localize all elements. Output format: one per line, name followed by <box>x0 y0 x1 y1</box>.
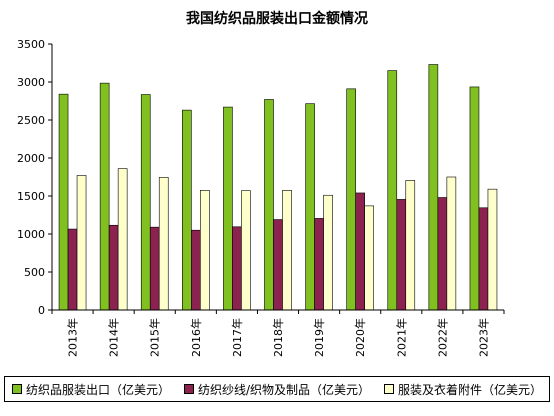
bar-series-3 <box>282 190 292 311</box>
bar-series-2 <box>191 229 201 311</box>
x-tick-label: 2015年 <box>148 318 162 357</box>
x-tick-label: 2022年 <box>435 318 449 357</box>
x-tick-label: 2018年 <box>271 318 285 357</box>
bar-series-1 <box>387 70 398 311</box>
bar-series-1 <box>469 86 480 311</box>
bar-series-1 <box>182 109 192 311</box>
bar-series-2 <box>314 218 324 311</box>
legend-item-series-2: 纺织纱线/织物及制品（亿美元） <box>183 381 371 398</box>
bar-series-1 <box>140 94 151 311</box>
x-tick-label: 2017年 <box>230 318 244 357</box>
bar-series-3 <box>487 188 498 311</box>
legend-swatch-series-1 <box>11 384 22 394</box>
legend: 纺织品服装出口（亿美元） 纺织纱线/织物及制品（亿美元） 服装及衣着附件（亿美元… <box>4 376 550 402</box>
bar-series-1 <box>223 106 233 311</box>
legend-swatch-series-3 <box>383 384 394 394</box>
x-tick-label: 2014年 <box>107 318 121 357</box>
bar-series-3 <box>158 177 169 311</box>
x-tick-label: 2016年 <box>189 318 203 357</box>
bar-series-2 <box>108 224 119 311</box>
y-tick-label: 500 <box>24 266 45 279</box>
bar-series-2 <box>355 192 365 311</box>
legend-label-series-3: 服装及衣着附件（亿美元） <box>397 382 542 397</box>
chart-title: 我国纺织品服装出口金额情况 <box>186 11 368 27</box>
bar-series-2 <box>396 199 407 311</box>
y-tick-label: 1000 <box>17 228 45 241</box>
bar-series-2 <box>273 219 283 311</box>
bar-series-1 <box>58 93 69 311</box>
bar-series-1 <box>305 103 315 311</box>
bar-series-3 <box>323 194 333 311</box>
bar-series-3 <box>446 176 457 311</box>
bar-series-1 <box>346 88 356 311</box>
y-tick-label: 0 <box>38 304 45 317</box>
bar-series-3 <box>76 175 87 311</box>
bar-series-3 <box>241 190 251 311</box>
bar-series-2 <box>437 197 448 311</box>
x-tick-label: 2021年 <box>394 318 408 357</box>
bar-series-3 <box>117 168 128 311</box>
x-tick-label: 2019年 <box>312 318 326 357</box>
x-tick-label: 2013年 <box>66 318 80 357</box>
y-tick-label: 3500 <box>17 38 45 51</box>
bar-series-2 <box>478 207 489 311</box>
y-tick-label: 2000 <box>17 152 45 165</box>
bar-series-1 <box>428 64 439 311</box>
x-tick-label: 2023年 <box>476 318 490 357</box>
x-tick-label: 2020年 <box>353 318 367 357</box>
bar-series-3 <box>405 180 416 311</box>
bar-series-2 <box>149 226 160 311</box>
legend-item-series-3: 服装及衣着附件（亿美元） <box>383 381 542 398</box>
y-tick-label: 3000 <box>17 76 45 89</box>
bar-series-1 <box>99 82 110 311</box>
y-tick-label: 1500 <box>17 190 45 203</box>
bar-series-1 <box>264 99 274 311</box>
legend-item-series-1: 纺织品服装出口（亿美元） <box>11 381 170 398</box>
legend-swatch-series-2 <box>183 384 194 394</box>
y-tick-label: 2500 <box>17 114 45 127</box>
bar-series-2 <box>67 228 78 311</box>
chart-plot: 0 500 1000 1500 2000 2500 3000 3500 2013年 2014年 20… <box>17 38 505 357</box>
legend-label-series-2: 纺织纱线/织物及制品（亿美元） <box>197 382 371 397</box>
bar-series-3 <box>200 190 210 311</box>
bar-series-3 <box>364 205 374 311</box>
legend-label-series-1: 纺织品服装出口（亿美元） <box>25 382 170 397</box>
bar-series-2 <box>232 226 242 311</box>
